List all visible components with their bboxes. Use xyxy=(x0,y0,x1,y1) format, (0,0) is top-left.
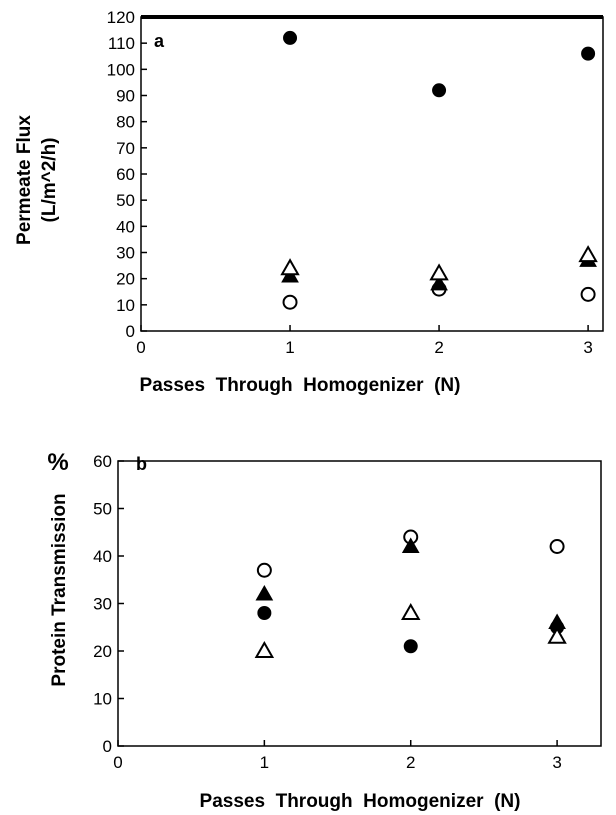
panel-a-chart: 0 10 20 30 40 50 60 70 80 90 100 110 120 0 1 2 3 a Passe… xyxy=(14,8,604,396)
panel-b-y-tick-label: 50 xyxy=(93,500,112,519)
panel-a-point-open-triangle xyxy=(280,258,300,276)
panel-b-plot-frame xyxy=(117,460,602,747)
panel-b-y-tick-label: 0 xyxy=(103,737,112,756)
panel-b-y-tick-label: 20 xyxy=(93,642,112,661)
panel-a-y-axis-units: (L/m^2/h) xyxy=(39,138,60,223)
panel-b-point-filled-triangle xyxy=(255,584,274,601)
panel-a-point-filled-circle xyxy=(432,83,447,98)
panel-b-chart: 0 10 20 30 40 50 60 0 1 2 3 b Passes Through Homog… xyxy=(47,449,602,812)
panel-a-y-tick-label: 100 xyxy=(107,60,135,79)
panel-b-y-tick-label: 10 xyxy=(93,690,112,709)
panel-b-point-open-triangle xyxy=(547,626,567,644)
panel-a-point-open-circle xyxy=(282,294,298,310)
panel-b-x-tick-label: 3 xyxy=(552,753,561,772)
panel-a-point-filled-circle xyxy=(581,46,596,61)
panel-a-x-tick-label: 1 xyxy=(285,338,294,357)
panel-b-x-tick-label: 2 xyxy=(406,753,415,772)
panel-b-point-open-circle xyxy=(256,562,272,578)
panel-b-point-open-triangle xyxy=(254,640,275,658)
panel-b-y-axis-label: Protein Transmission xyxy=(49,493,70,686)
panel-a-y-tick-label: 90 xyxy=(116,87,135,106)
panel-a-y-tick-label: 40 xyxy=(116,217,135,236)
panel-b-point-filled-circle xyxy=(403,639,418,654)
panel-b-point-open-triangle xyxy=(401,602,421,620)
panel-a-point-filled-circle xyxy=(283,30,298,45)
panel-b-y-tick-label: 30 xyxy=(93,595,112,614)
panel-a-y-tick-label: 70 xyxy=(116,139,135,158)
panel-b-y-tick-label: 40 xyxy=(93,547,112,566)
panel-a-plot-area: 0 10 20 30 40 50 60 70 80 90 100 110 120 0 1 2 3 xyxy=(107,8,604,357)
panel-a-y-tick-label: 50 xyxy=(116,191,135,210)
panel-b-point-open-circle xyxy=(549,539,565,554)
panel-b-y-tick-label: 60 xyxy=(93,452,112,471)
panel-b-plot-area: 0 10 20 30 40 50 60 0 1 2 3 xyxy=(93,452,602,772)
panel-b-letter: b xyxy=(136,454,147,474)
panel-a-y-tick-label: 0 xyxy=(126,322,135,341)
panel-b-x-tick-label: 1 xyxy=(260,753,269,772)
panel-b-y-axis-units: % xyxy=(47,449,68,476)
panel-a-y-tick-label: 80 xyxy=(116,113,135,132)
panel-a-plot-frame xyxy=(140,16,604,332)
panel-a-point-open-triangle xyxy=(578,245,598,263)
panel-a-y-axis-label: Permeate Flux xyxy=(14,115,35,245)
panel-a-point-open-circle xyxy=(580,286,596,302)
panel-a-y-tick-label: 60 xyxy=(116,165,135,184)
panel-a-y-tick-label: 20 xyxy=(116,270,135,289)
panel-b-x-tick-label: 0 xyxy=(113,753,122,772)
panel-a-x-axis-label: Passes Through Homogenizer (N) xyxy=(140,375,461,396)
panel-b-point-filled-circle xyxy=(257,606,272,620)
panel-a-letter: a xyxy=(154,31,165,51)
panel-a-x-tick-label: 3 xyxy=(583,338,592,357)
panel-a-y-tick-label: 120 xyxy=(107,8,135,27)
panel-a-point-filled-triangle xyxy=(430,274,448,291)
panel-b-x-axis-label: Passes Through Homogenizer (N) xyxy=(200,791,521,812)
panel-a-x-tick-label: 2 xyxy=(434,338,443,357)
panel-a-y-tick-label: 10 xyxy=(116,296,135,315)
panel-a-x-tick-label: 0 xyxy=(136,338,145,357)
panel-b-point-filled-triangle xyxy=(401,537,420,553)
panel-a-y-tick-label: 30 xyxy=(116,244,135,263)
panel-a-y-tick-label: 110 xyxy=(108,34,135,53)
panel-a-point-open-triangle xyxy=(429,263,449,281)
